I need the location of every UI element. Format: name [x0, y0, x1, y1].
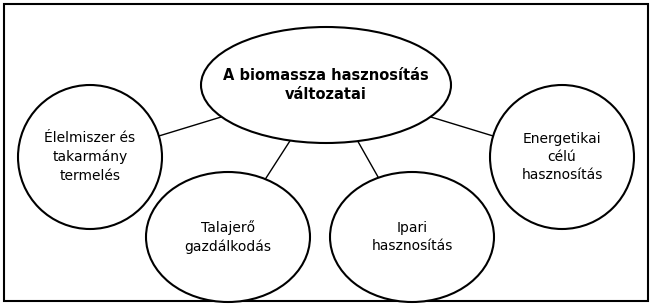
Ellipse shape	[201, 27, 451, 143]
Ellipse shape	[146, 172, 310, 302]
Ellipse shape	[490, 85, 634, 229]
Text: Talajerő
gazdálkodás: Talajerő gazdálkodás	[185, 220, 271, 254]
Ellipse shape	[18, 85, 162, 229]
Text: Élelmiszer és
takarmány
termelés: Élelmiszer és takarmány termelés	[44, 131, 136, 183]
Ellipse shape	[330, 172, 494, 302]
Text: Ipari
hasznosítás: Ipari hasznosítás	[371, 221, 452, 253]
Text: Energetikai
célú
hasznosítás: Energetikai célú hasznosítás	[522, 131, 602, 182]
Text: A biomassza hasznosítás
változatai: A biomassza hasznosítás változatai	[223, 68, 429, 102]
